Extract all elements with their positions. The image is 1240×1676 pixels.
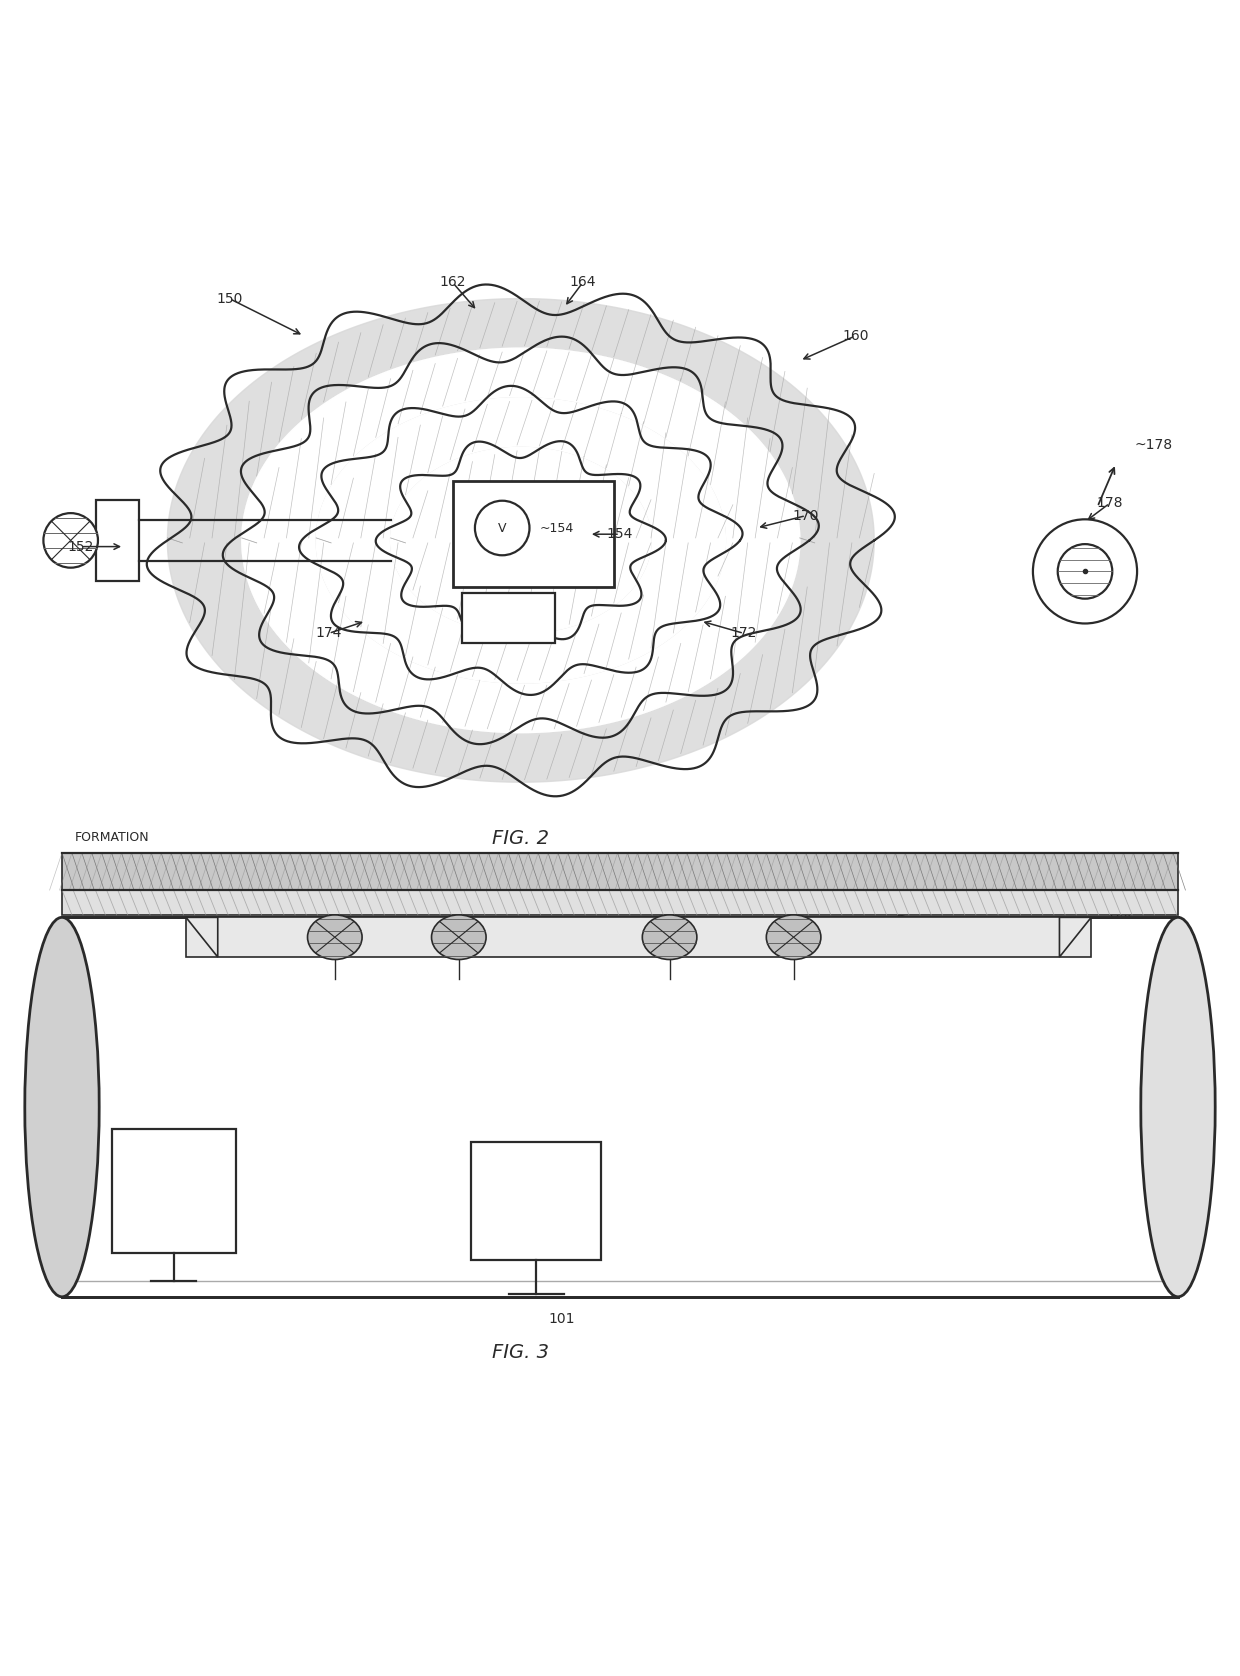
Circle shape (1058, 545, 1112, 598)
Bar (62, 853, 1178, 890)
Ellipse shape (642, 915, 697, 960)
Text: 174: 174 (315, 627, 342, 640)
Text: 125: 125 (242, 1259, 268, 1272)
Text: ~100: ~100 (1097, 913, 1132, 927)
FancyBboxPatch shape (461, 593, 556, 642)
Text: 170: 170 (446, 985, 471, 999)
Text: 170: 170 (792, 508, 820, 523)
Ellipse shape (25, 917, 99, 1297)
Ellipse shape (308, 915, 362, 960)
Text: 162: 162 (439, 275, 466, 290)
Text: V: V (498, 521, 506, 535)
Bar (95, 499, 139, 580)
Text: FORMATION: FORMATION (74, 831, 149, 845)
Text: 150: 150 (216, 292, 243, 305)
Polygon shape (316, 397, 725, 684)
Text: 180: 180 (781, 985, 806, 999)
Polygon shape (391, 447, 651, 634)
Text: 110: 110 (924, 1222, 949, 1235)
Text: MUD: MUD (74, 897, 102, 908)
Text: 154: 154 (606, 528, 634, 541)
Text: ~120: ~120 (924, 903, 959, 917)
Polygon shape (167, 298, 874, 783)
Bar (62, 917, 1178, 1297)
Text: 172: 172 (730, 627, 758, 640)
Bar (186, 917, 1091, 957)
Circle shape (475, 501, 529, 555)
Polygon shape (391, 447, 651, 634)
Polygon shape (391, 447, 651, 634)
Polygon shape (316, 397, 725, 684)
Text: ~178: ~178 (1135, 437, 1173, 453)
Ellipse shape (432, 915, 486, 960)
Text: 160: 160 (322, 985, 347, 999)
Text: 172: 172 (657, 985, 682, 999)
Text: 178: 178 (1096, 496, 1123, 510)
Text: FIG. 2: FIG. 2 (492, 828, 549, 848)
Polygon shape (242, 349, 800, 732)
Polygon shape (167, 298, 874, 783)
Circle shape (43, 513, 98, 568)
Text: FIG. 3: FIG. 3 (492, 1342, 549, 1363)
Text: 160: 160 (842, 328, 869, 344)
Text: 152: 152 (67, 540, 94, 553)
Bar (112, 1130, 236, 1254)
Polygon shape (242, 349, 800, 732)
Bar (62, 890, 1178, 915)
Polygon shape (316, 397, 725, 684)
Text: ~154: ~154 (539, 521, 574, 535)
Bar (471, 1141, 601, 1260)
Circle shape (1033, 520, 1137, 623)
Polygon shape (242, 349, 800, 732)
Ellipse shape (766, 915, 821, 960)
Ellipse shape (1141, 917, 1215, 1297)
Text: 164: 164 (569, 275, 596, 290)
FancyBboxPatch shape (453, 481, 614, 587)
Text: 101: 101 (549, 1312, 575, 1326)
